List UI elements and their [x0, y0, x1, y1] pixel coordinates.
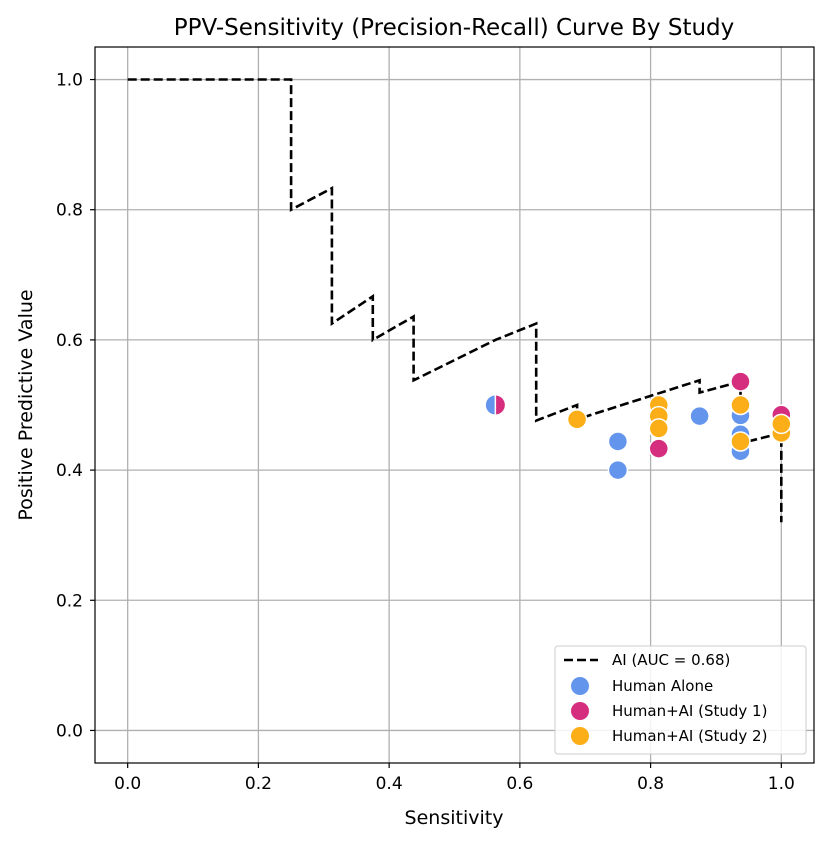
legend-human-alone-marker — [571, 677, 589, 695]
x-tick-label: 0.4 — [376, 774, 403, 794]
plot-area-border — [94, 46, 815, 764]
legend-study1-marker — [571, 702, 589, 720]
human-alone-point — [607, 431, 629, 452]
human-ai-study2-point — [771, 413, 792, 435]
x-tick-label: 0.0 — [114, 774, 141, 794]
y-tick-label: 1.0 — [56, 71, 83, 91]
human-ai-study1-point — [730, 371, 751, 392]
human-alone-point — [607, 459, 629, 481]
human-ai-study2-point — [730, 431, 751, 452]
human-alone-point — [689, 405, 710, 427]
y-axis-label: Positive Predictive Value — [15, 289, 37, 520]
y-tick-label: 0.4 — [56, 461, 83, 481]
legend-human-alone-label: Human Alone — [612, 677, 713, 695]
half-marker-right — [495, 395, 505, 415]
y-tick-label: 0.8 — [56, 201, 83, 221]
x-tick-label: 0.6 — [506, 774, 533, 794]
points-layer — [485, 371, 792, 481]
legend: AI (AUC = 0.68) Human Alone Human+AI (St… — [554, 645, 807, 755]
chart-title: PPV-Sensitivity (Precision-Recall) Curve… — [174, 15, 735, 41]
y-tick-label: 0.0 — [56, 721, 83, 741]
y-tick-label: 0.2 — [56, 591, 83, 611]
human-ai-study2-point — [648, 418, 670, 439]
legend-study2-marker — [571, 727, 589, 745]
x-axis-label: Sensitivity — [405, 807, 504, 829]
legend-ai-label: AI (AUC = 0.68) — [612, 651, 730, 669]
x-tick-label: 0.8 — [637, 774, 664, 794]
x-tick-label: 0.2 — [245, 774, 272, 794]
ticks: 0.0 0.2 0.4 0.6 0.8 1.0 0.0 0.2 0.4 0.6 0.8 1.0 — [56, 71, 795, 794]
human-ai-study2-point — [566, 409, 588, 430]
x-tick-label: 1.0 — [768, 774, 795, 794]
y-tick-label: 0.6 — [56, 331, 83, 351]
legend-study1-label: Human+AI (Study 1) — [612, 702, 767, 720]
legend-study2-label: Human+AI (Study 2) — [612, 727, 767, 745]
human-ai-study1-point — [648, 438, 670, 459]
human-ai-study2-point — [730, 394, 751, 416]
half-marker-left — [485, 395, 496, 415]
legend-box — [554, 645, 807, 755]
grid — [95, 47, 814, 763]
